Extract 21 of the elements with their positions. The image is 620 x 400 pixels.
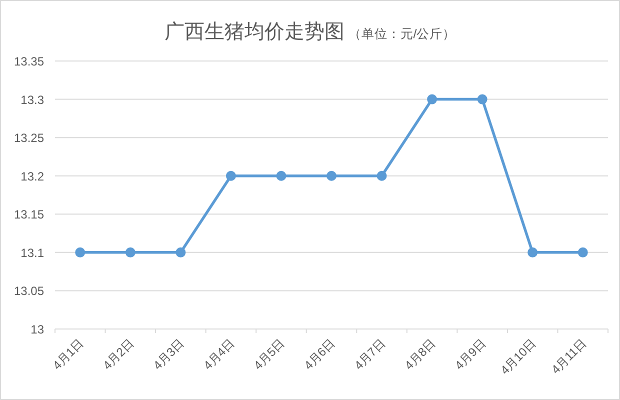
x-tick-label: 4月6日	[301, 336, 338, 373]
y-tick-label: 13.05	[14, 284, 44, 298]
x-tick-label: 4月8日	[402, 336, 438, 373]
title: 广西生猪均价走势图	[164, 21, 344, 43]
y-tick-label: 13.15	[14, 208, 44, 222]
x-tick-label: 4月3日	[150, 336, 187, 373]
x-tick-label: 4月4日	[200, 336, 238, 373]
y-tick-label: 13.2	[20, 169, 44, 184]
y-tick-label: 13.35	[14, 54, 44, 68]
x-tick-label: 4月2日	[100, 336, 137, 373]
x-tick-label: 4月7日	[352, 336, 388, 373]
subtitle: （单位：元/公斤）	[348, 27, 456, 41]
y-tick-label: 13.25	[14, 131, 44, 146]
x-tick-label: 4月1日	[50, 336, 86, 373]
x-tick-label: 4月10日	[498, 336, 539, 378]
x-tick-label: 4月9日	[452, 336, 488, 373]
x-tick-label: 4月11日	[548, 336, 589, 377]
y-tick-label: 13	[30, 322, 44, 336]
x-tick-label: 4月5日	[251, 336, 288, 373]
y-tick-label: 13.1	[20, 246, 44, 260]
y-tick-label: 13.3	[20, 92, 44, 107]
